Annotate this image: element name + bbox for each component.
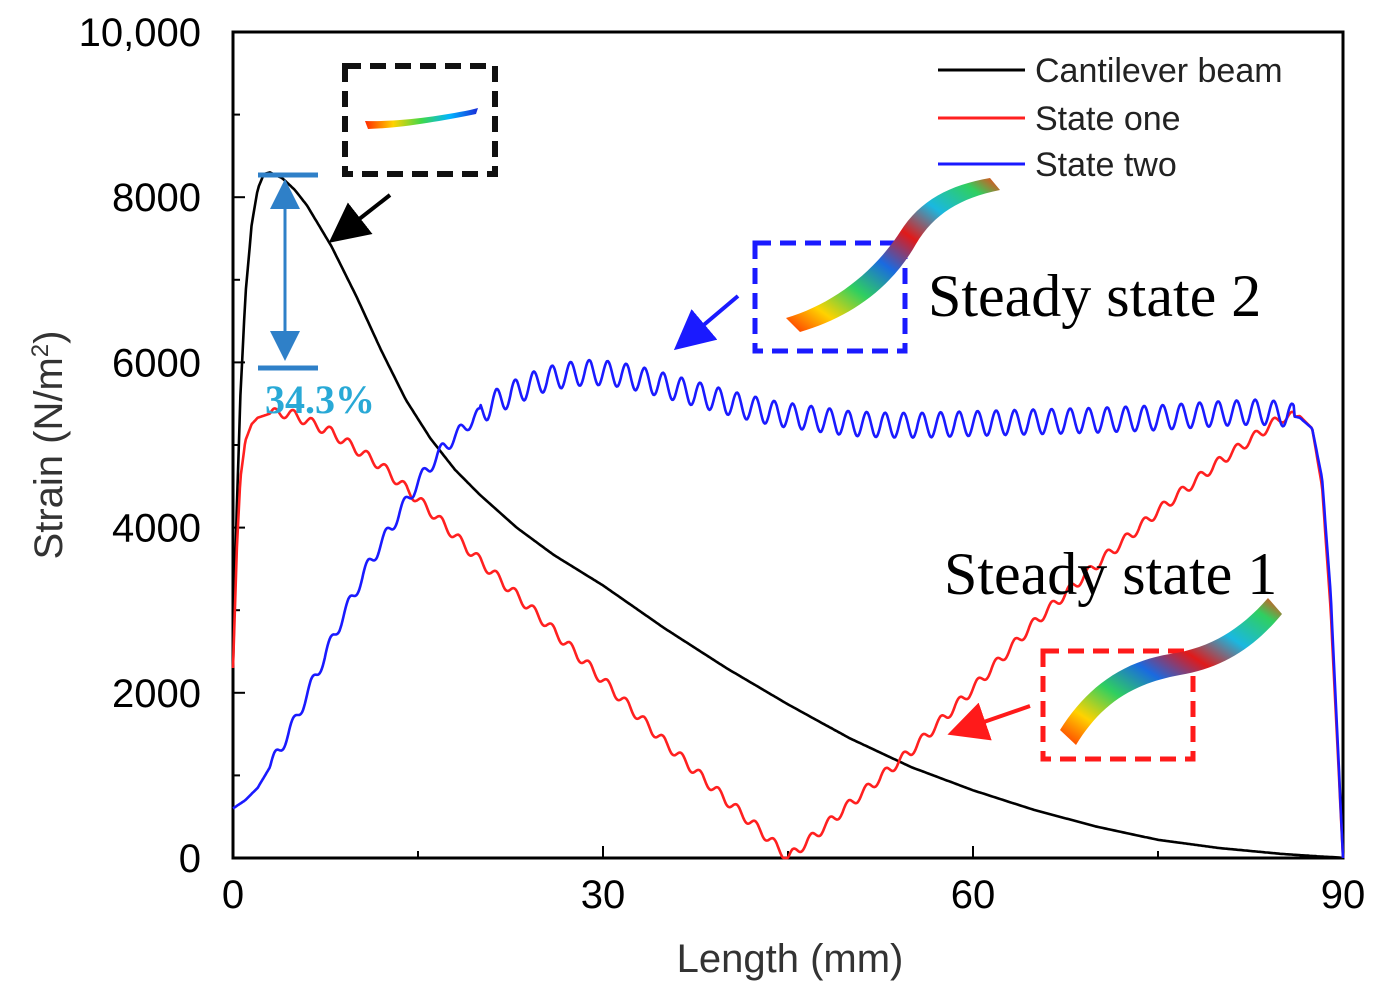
steady-state-2-shape [786,178,1000,332]
x-tick-label-0: 0 [222,873,244,917]
steady-state-2-arrow [673,294,740,351]
steady-state-1-box [1040,648,1196,762]
series-layer [231,171,1345,860]
y-axis-title-end: ) [27,331,71,344]
legend-label-state-two: State two [1035,146,1177,184]
steady-state-2-box [752,240,908,354]
cantilever-inset [328,63,498,243]
y-tick-label-6000: 6000 [112,341,201,385]
cantilever-beam-shape [365,108,478,129]
cantilever-inset-box [342,63,498,177]
y-axis-title-sup: 2 [27,344,54,357]
series-line-cantilever-beam [231,171,1344,860]
series-line-state-one [231,407,1345,860]
x-tick-label-30: 30 [581,873,626,917]
x-tick-label-90: 90 [1321,873,1366,917]
y-tick-label-4000: 4000 [112,507,201,551]
axis-ticks: 0 30 60 90 0 2000 4000 6000 8000 10,000 [79,11,1366,917]
y-tick-label-8000: 8000 [112,176,201,220]
steady-state-2-label: Steady state 2 [928,263,1261,329]
steady-state-1-inset: Steady state 1 [944,541,1282,762]
legend: Cantilever beam State one State two [938,52,1283,184]
steady-state-1-label: Steady state 1 [944,541,1277,607]
x-axis-title: Length (mm) [677,937,904,981]
x-tick-label-60: 60 [951,873,996,917]
y-tick-label-10000: 10,000 [79,11,201,55]
y-tick-label-2000: 2000 [112,672,201,716]
peak-drop-marker: 34.3% [258,172,375,422]
y-axis-title: Strain (N/m2) [27,331,71,560]
y-axis-title-main: Strain (N/m [27,357,71,559]
peak-drop-percent: 34.3% [265,377,375,422]
legend-label-state-one: State one [1035,100,1181,138]
steady-state-2-inset: Steady state 2 [673,178,1261,354]
cantilever-arrow [328,193,392,243]
y-tick-label-0: 0 [179,837,201,881]
steady-state-1-arrow [947,702,1031,741]
steady-state-1-shape [1060,598,1282,745]
legend-label-cantilever: Cantilever beam [1035,52,1283,90]
series-line-state-two [232,358,1345,859]
